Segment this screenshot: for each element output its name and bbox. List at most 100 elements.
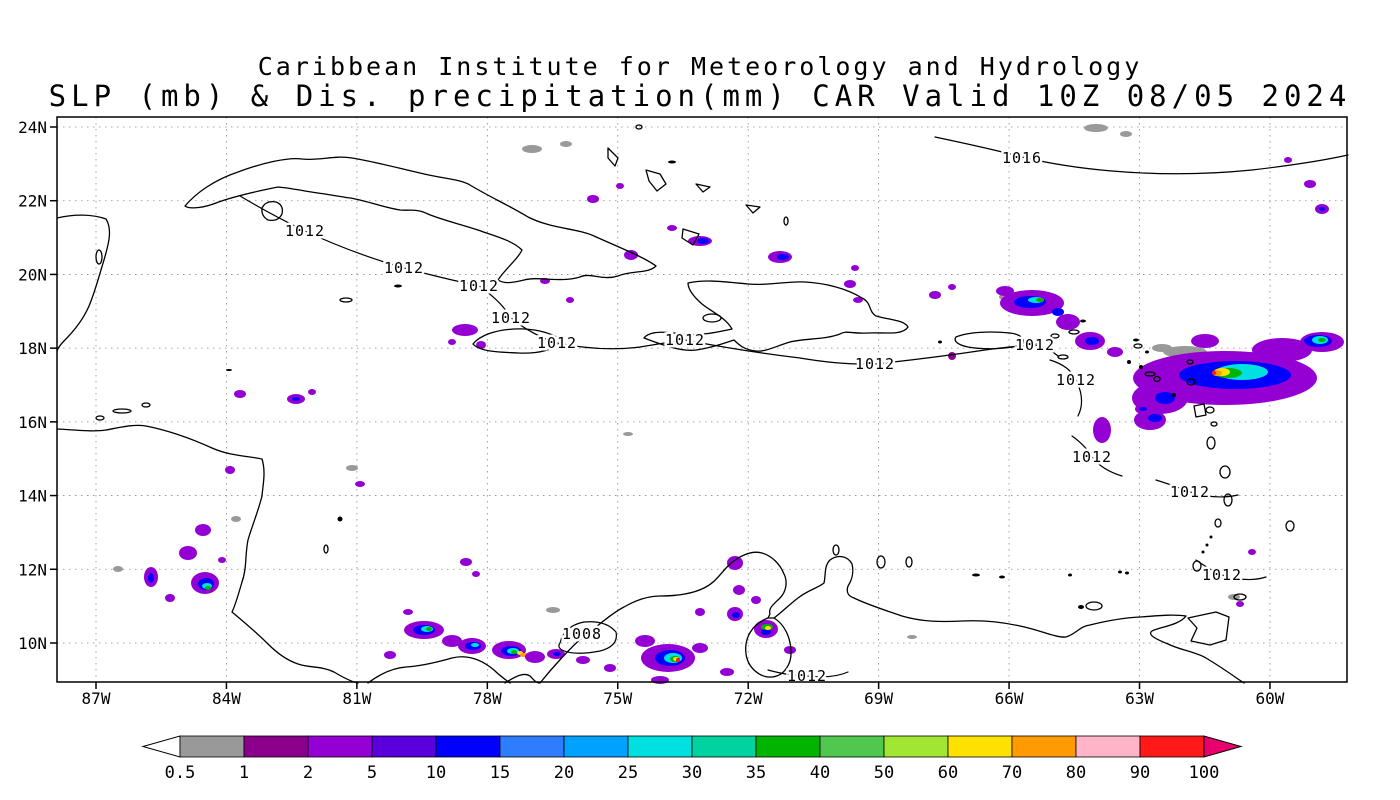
colorbar-label: 5 xyxy=(367,763,377,783)
island-aruba xyxy=(832,544,840,556)
island-anegada xyxy=(1080,319,1086,323)
colorbar-label: 35 xyxy=(746,763,766,783)
colorbar-label: 70 xyxy=(1002,763,1022,783)
colorbar-underflow-arrow xyxy=(141,735,181,758)
colorbar-segment xyxy=(1139,735,1205,758)
precip-cell xyxy=(553,652,561,656)
isobar-1012-seg-b xyxy=(1049,359,1083,417)
island-nevis xyxy=(1153,375,1161,383)
precip-cell xyxy=(403,609,413,615)
pressure-label: 1012 xyxy=(855,355,895,373)
precip-cell xyxy=(948,284,956,290)
precip-cell xyxy=(471,643,479,647)
colorbar-label: 80 xyxy=(1066,763,1086,783)
precip-cell xyxy=(784,646,796,654)
precipitation-layer xyxy=(113,124,1344,684)
pressure-label: 1012 xyxy=(285,222,325,240)
island-samana-cay xyxy=(668,160,676,164)
isobar-1016 xyxy=(934,136,1349,175)
island-los-roques xyxy=(972,573,980,577)
colorbar-segment xyxy=(499,735,565,758)
isobar-1012-seg-e xyxy=(1195,559,1267,581)
precip-cell xyxy=(165,594,175,602)
precip-cell xyxy=(1084,124,1108,132)
colorbar-segment xyxy=(1011,735,1077,758)
island-providencia xyxy=(337,516,343,522)
precip-cell xyxy=(1304,180,1316,188)
coastline-cuba xyxy=(184,156,657,284)
precip-cell xyxy=(148,573,154,583)
precip-cell xyxy=(1318,338,1326,342)
lat-label: 24N xyxy=(18,118,47,137)
island-montserrat xyxy=(1172,393,1176,397)
precip-cell xyxy=(1152,344,1172,352)
precip-cell xyxy=(733,585,745,595)
precip-cell xyxy=(384,651,396,659)
colorbar-label: 25 xyxy=(618,763,638,783)
precip-cell xyxy=(1120,131,1132,137)
coastline-south-america xyxy=(504,551,1245,684)
precip-cell xyxy=(624,250,638,260)
colorbar-segment xyxy=(947,735,1013,758)
colorbar-label: 60 xyxy=(938,763,958,783)
island-grande-terre xyxy=(1205,406,1215,414)
coastline-lesser-antilles xyxy=(1050,319,1295,646)
lat-label: 22N xyxy=(18,192,47,211)
colorbar: 0.5 1 2 5 10 15 20 25 30 35 40 50 60 70 80 90 100 xyxy=(141,735,1243,783)
colorbar-segment xyxy=(371,735,437,758)
precip-cell xyxy=(1212,371,1216,375)
precip-cell xyxy=(667,225,677,231)
isobar-1012-main xyxy=(239,195,1059,365)
island-barbuda xyxy=(1186,359,1194,365)
island-bonaire xyxy=(905,556,913,568)
pressure-label: 1012 xyxy=(1170,483,1210,501)
precip-cell xyxy=(751,596,761,604)
precip-cell xyxy=(623,432,633,436)
island-blanquilla xyxy=(1068,573,1072,577)
island-martinique xyxy=(1219,465,1231,479)
precip-cell xyxy=(996,286,1014,296)
pressure-label: 1012 xyxy=(384,259,424,277)
colorbar-label: 40 xyxy=(810,763,830,783)
colorbar-label: 20 xyxy=(554,763,574,783)
island-dominica xyxy=(1206,436,1216,450)
lon-label: 75W xyxy=(603,689,632,708)
precip-cell xyxy=(1107,347,1123,357)
isobar-1012-seg-c xyxy=(1071,435,1123,477)
island-great-inagua xyxy=(681,228,700,246)
isobar-1012-seg-d xyxy=(1155,479,1239,498)
lon-label: 84W xyxy=(212,689,241,708)
island-st-barth xyxy=(1145,350,1149,354)
isobar-contours xyxy=(239,136,1349,678)
island-tobago xyxy=(1233,593,1247,601)
island-testigos-1 xyxy=(1118,570,1122,574)
lat-label: 20N xyxy=(18,265,47,284)
lon-label: 60W xyxy=(1256,689,1285,708)
precip-cell xyxy=(720,668,734,676)
island-curacao xyxy=(876,555,886,569)
precip-cell xyxy=(697,238,709,244)
island-st-thomas xyxy=(1050,333,1060,339)
island-little-cayman xyxy=(394,284,402,288)
island-cozumel xyxy=(95,249,103,265)
precip-cell xyxy=(1036,298,1044,302)
coastline-hispaniola xyxy=(643,280,909,352)
precip-cell xyxy=(560,141,572,147)
precip-cell xyxy=(1093,417,1111,443)
colorbar-label: 90 xyxy=(1130,763,1150,783)
precip-cell xyxy=(1155,392,1175,404)
precip-cell xyxy=(448,339,456,345)
colorbar-segment xyxy=(307,735,373,758)
precip-cell xyxy=(1284,157,1292,163)
island-grand-turk xyxy=(783,216,789,226)
coastline-isla-juventud xyxy=(261,200,284,222)
pressure-label: 1012 xyxy=(665,331,705,349)
precip-cell xyxy=(234,390,246,398)
precip-cell xyxy=(1191,334,1219,348)
precip-cell xyxy=(472,571,480,577)
precip-cell xyxy=(853,297,863,303)
island-coche xyxy=(1078,605,1084,609)
